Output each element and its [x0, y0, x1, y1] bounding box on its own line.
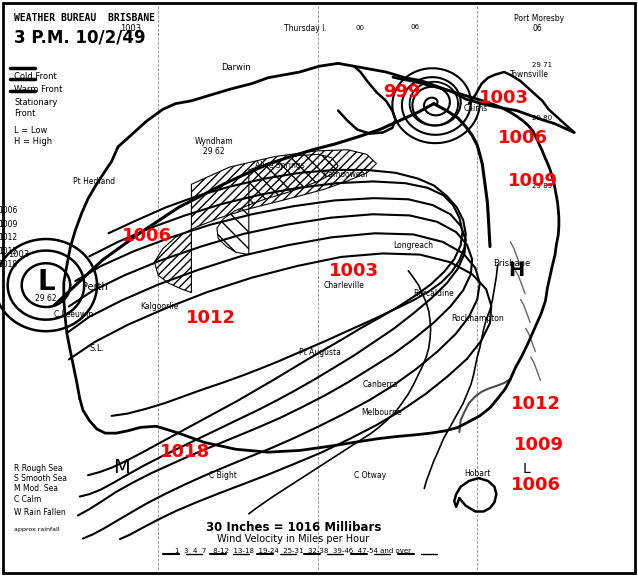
Text: 1015: 1015 — [0, 247, 17, 256]
Text: Stationary: Stationary — [14, 98, 57, 107]
Text: Wind Velocity in Miles per Hour: Wind Velocity in Miles per Hour — [218, 534, 369, 544]
Text: L: L — [37, 268, 55, 296]
Text: 1009: 1009 — [508, 172, 558, 191]
Text: S.L.: S.L. — [89, 344, 105, 354]
Text: 30 Inches = 1016 Millibars: 30 Inches = 1016 Millibars — [206, 521, 381, 535]
Text: 29 80: 29 80 — [532, 115, 553, 121]
Text: 1009: 1009 — [514, 435, 564, 454]
Text: 1006: 1006 — [0, 206, 17, 215]
Text: 00: 00 — [356, 25, 365, 31]
Text: M Mod. Sea: M Mod. Sea — [14, 484, 58, 494]
Text: W Rain Fallen: W Rain Fallen — [14, 508, 66, 517]
Text: 1012: 1012 — [511, 395, 561, 414]
Text: 1003: 1003 — [329, 262, 379, 280]
Text: 1006: 1006 — [511, 476, 561, 494]
Text: 1003: 1003 — [120, 24, 142, 33]
Text: Port Moresby: Port Moresby — [514, 14, 564, 24]
Text: Cold Front: Cold Front — [14, 72, 57, 81]
Text: Darwin: Darwin — [221, 63, 251, 73]
Text: 29 89: 29 89 — [532, 183, 553, 189]
Text: Cairns: Cairns — [463, 104, 487, 113]
Text: 1006: 1006 — [498, 129, 548, 147]
Text: Kalgoorlie: Kalgoorlie — [140, 302, 179, 311]
Text: Hobart: Hobart — [464, 469, 491, 479]
Text: Wyndham
29 62: Wyndham 29 62 — [195, 137, 233, 157]
Text: 3 P.M. 10/2/49: 3 P.M. 10/2/49 — [14, 29, 145, 47]
Text: 1006: 1006 — [122, 227, 172, 245]
Text: L = Low: L = Low — [14, 126, 47, 135]
Text: Canberra: Canberra — [362, 380, 398, 389]
Text: 1018: 1018 — [0, 260, 17, 270]
Text: Melbourne: Melbourne — [361, 408, 402, 417]
Text: C Leeuwin: C Leeuwin — [54, 310, 93, 319]
Text: C Otway: C Otway — [354, 471, 386, 480]
Text: Warm Front: Warm Front — [14, 85, 63, 94]
Text: C Bight: C Bight — [209, 471, 237, 480]
Text: 1003: 1003 — [8, 250, 29, 259]
Text: Perth: Perth — [82, 282, 107, 292]
Text: C Calm: C Calm — [14, 495, 41, 504]
Text: Thursday I.: Thursday I. — [283, 24, 327, 33]
Text: M: M — [113, 458, 130, 477]
Text: 1012: 1012 — [0, 233, 17, 242]
Text: 29 62: 29 62 — [35, 294, 57, 303]
Text: H = High: H = High — [14, 137, 52, 146]
Text: L: L — [523, 462, 531, 476]
Text: Townsville: Townsville — [510, 70, 549, 79]
Text: Pt Hedland: Pt Hedland — [73, 177, 115, 187]
Text: R Rough Sea: R Rough Sea — [14, 464, 63, 473]
Text: H: H — [508, 262, 525, 280]
Text: 1003: 1003 — [479, 89, 529, 107]
Text: approx rainfall: approx rainfall — [14, 527, 59, 532]
Text: Pt Augusta: Pt Augusta — [299, 348, 341, 358]
Text: Front: Front — [14, 109, 36, 119]
Text: Camooweal: Camooweal — [323, 170, 368, 179]
Text: 06: 06 — [410, 24, 419, 30]
Text: Longreach: Longreach — [394, 241, 433, 250]
Text: 06: 06 — [532, 24, 542, 33]
Text: Charleville: Charleville — [324, 281, 365, 290]
Text: 1  3  4  7   8-12  13-18  19-24  25-31  32-38  39-46  47-54 and over: 1 3 4 7 8-12 13-18 19-24 25-31 32-38 39-… — [175, 548, 412, 554]
Text: 1012: 1012 — [186, 309, 235, 327]
Text: S Smooth Sea: S Smooth Sea — [14, 474, 67, 483]
Text: WEATHER BUREAU  BRISBANE: WEATHER BUREAU BRISBANE — [14, 13, 155, 22]
Text: Brisbane: Brisbane — [493, 259, 530, 268]
Text: Barcaldine: Barcaldine — [413, 289, 454, 298]
Text: 1009: 1009 — [0, 220, 17, 229]
Text: 999: 999 — [383, 83, 420, 101]
Text: 29 71: 29 71 — [532, 62, 553, 68]
Text: Alice Springs: Alice Springs — [255, 161, 304, 170]
Text: Rockhampton: Rockhampton — [451, 314, 503, 323]
Text: 1018: 1018 — [160, 443, 210, 461]
